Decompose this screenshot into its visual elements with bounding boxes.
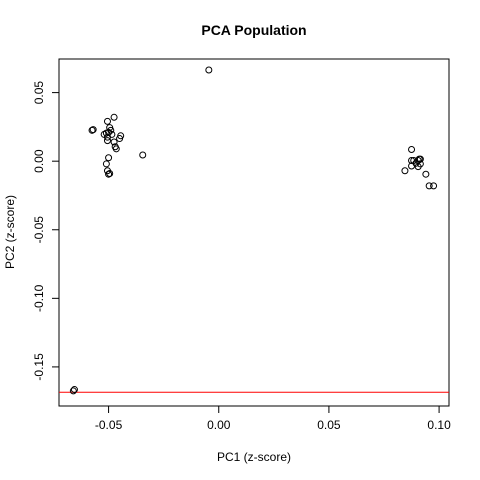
- y-tick-label: 0.00: [32, 149, 46, 173]
- y-axis-label: PC2 (z-score): [3, 195, 17, 269]
- y-tick-label: -0.15: [32, 353, 46, 381]
- data-point: [408, 146, 416, 154]
- data-point: [408, 162, 416, 170]
- data-point: [89, 126, 97, 134]
- data-point: [105, 154, 113, 162]
- plot-frame: [58, 58, 450, 407]
- data-point: [205, 66, 213, 74]
- data-point: [401, 167, 409, 175]
- x-tick-label: 0.05: [317, 418, 341, 432]
- data-point: [108, 130, 116, 138]
- data-point: [105, 170, 113, 178]
- data-point: [425, 182, 433, 190]
- data-point: [88, 126, 96, 134]
- x-axis-label: PC1 (z-score): [217, 450, 291, 464]
- data-point: [103, 137, 111, 145]
- data-point: [106, 170, 114, 178]
- x-tick-label: 0.10: [427, 418, 451, 432]
- data-point: [139, 151, 147, 159]
- data-point: [110, 138, 118, 146]
- x-tick-label: -0.05: [95, 418, 123, 432]
- plot-area: -0.05 0.00 0.05 0.10 -0.15 -0.10 -0.05 0.00 0.05: [32, 58, 451, 432]
- data-point: [422, 170, 430, 178]
- x-tick-label: 0.00: [207, 418, 231, 432]
- data-point: [69, 387, 77, 395]
- data-point: [112, 145, 120, 153]
- y-tick-label: -0.05: [32, 216, 46, 244]
- y-tick-label: 0.05: [32, 81, 46, 105]
- data-point: [414, 163, 422, 171]
- data-point: [430, 182, 438, 190]
- data-point: [416, 155, 424, 163]
- data-point: [103, 117, 111, 125]
- data-point: [110, 113, 118, 121]
- data-point: [102, 160, 110, 168]
- data-point: [70, 386, 78, 394]
- data-point: [116, 135, 124, 143]
- chart-title: PCA Population: [201, 22, 306, 38]
- y-tick-label: -0.10: [32, 284, 46, 312]
